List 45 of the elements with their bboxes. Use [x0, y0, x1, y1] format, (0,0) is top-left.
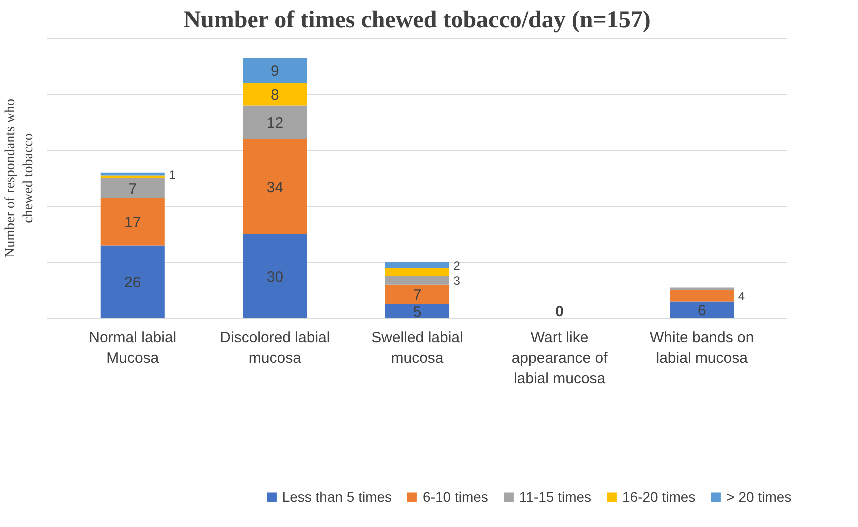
- data-label: 7: [413, 287, 422, 304]
- x-tick-label: Discolored labial mucosa: [220, 330, 330, 367]
- x-tick-label: Swelled labial mucosa: [372, 330, 464, 367]
- data-label: 4: [738, 290, 746, 304]
- data-label: 0: [556, 304, 564, 320]
- bar: [385, 276, 450, 285]
- bar: [670, 290, 734, 302]
- data-label: 30: [266, 269, 284, 286]
- legend-label: Less than 5 times: [282, 489, 392, 505]
- bar: [385, 284, 450, 304]
- data-label: 26: [124, 274, 142, 292]
- bar: [385, 268, 450, 276]
- data-label: 7: [128, 180, 138, 198]
- data-label: 3: [454, 274, 461, 288]
- data-label: 5: [413, 304, 422, 321]
- bar: [243, 58, 308, 84]
- data-label: 6: [698, 302, 706, 320]
- data-label: 34: [266, 179, 284, 196]
- legend-label: > 20 times: [726, 489, 792, 505]
- legend-label: 6-10 times: [423, 489, 488, 505]
- bar: [243, 83, 308, 106]
- x-tick-label: Normal labial Mucosa: [89, 330, 177, 367]
- bar: [243, 234, 308, 318]
- legend-label: 16-20 times: [622, 489, 696, 505]
- legend-label: 11-15 times: [519, 489, 592, 505]
- data-label: 8: [271, 87, 280, 104]
- bar: [100, 176, 165, 178]
- bar: [385, 304, 450, 318]
- bar: [385, 262, 450, 268]
- x-tick-label: Wart like appearance of labial mucosa: [512, 330, 609, 388]
- data-label: 1: [169, 168, 176, 182]
- chart-title: Number of times chewed tobacco/day (n=157): [184, 8, 651, 34]
- y-axis-title: Number of respondants who chewed tobacco: [4, 98, 36, 258]
- bar: [100, 178, 165, 198]
- bar: [670, 302, 734, 318]
- data-label: 9: [271, 63, 280, 80]
- bar: [243, 106, 308, 140]
- bar: [670, 288, 734, 290]
- bar: [100, 246, 165, 318]
- x-tick-label: White bands on labial mucosa: [650, 330, 754, 367]
- data-label: 2: [454, 258, 461, 273]
- bar: [243, 139, 308, 234]
- data-label: 17: [124, 214, 142, 232]
- data-label: 12: [266, 115, 284, 132]
- bar: [100, 198, 165, 246]
